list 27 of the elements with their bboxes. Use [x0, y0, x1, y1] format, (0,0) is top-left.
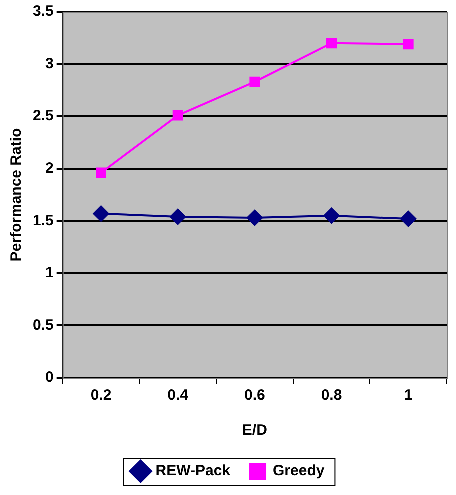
point	[250, 76, 260, 88]
y-tick-label: 3	[46, 55, 54, 72]
y-tick-label: 3.5	[32, 3, 54, 20]
x-tick-label: 0.8	[321, 387, 342, 404]
legend-label: REW-Pack	[156, 462, 232, 480]
point	[326, 38, 337, 49]
point	[170, 208, 186, 225]
y-tick-label: 1.5	[32, 212, 54, 230]
point	[403, 39, 414, 50]
point	[93, 206, 110, 222]
x-tick-label: 1	[404, 387, 413, 404]
x-tick-label: 0.4	[168, 387, 190, 404]
y-tick-label: 1	[46, 264, 54, 282]
point	[246, 210, 263, 226]
point	[172, 110, 184, 121]
y-tick-label: 2.5	[32, 108, 54, 125]
point	[400, 211, 417, 228]
x-tick-label: 0.6	[244, 387, 266, 404]
x-tick-label: 0.2	[90, 387, 112, 404]
y-tick-label: 0.5	[32, 316, 54, 334]
point	[96, 168, 107, 178]
legend-label: Greedy	[273, 462, 326, 480]
y-axis-title: Performance Ratio	[8, 128, 26, 262]
x-axis-title: E/D	[242, 422, 268, 440]
y-tick-label: 2	[46, 160, 54, 177]
y-tick-label: 0	[46, 369, 54, 386]
point	[324, 208, 340, 224]
